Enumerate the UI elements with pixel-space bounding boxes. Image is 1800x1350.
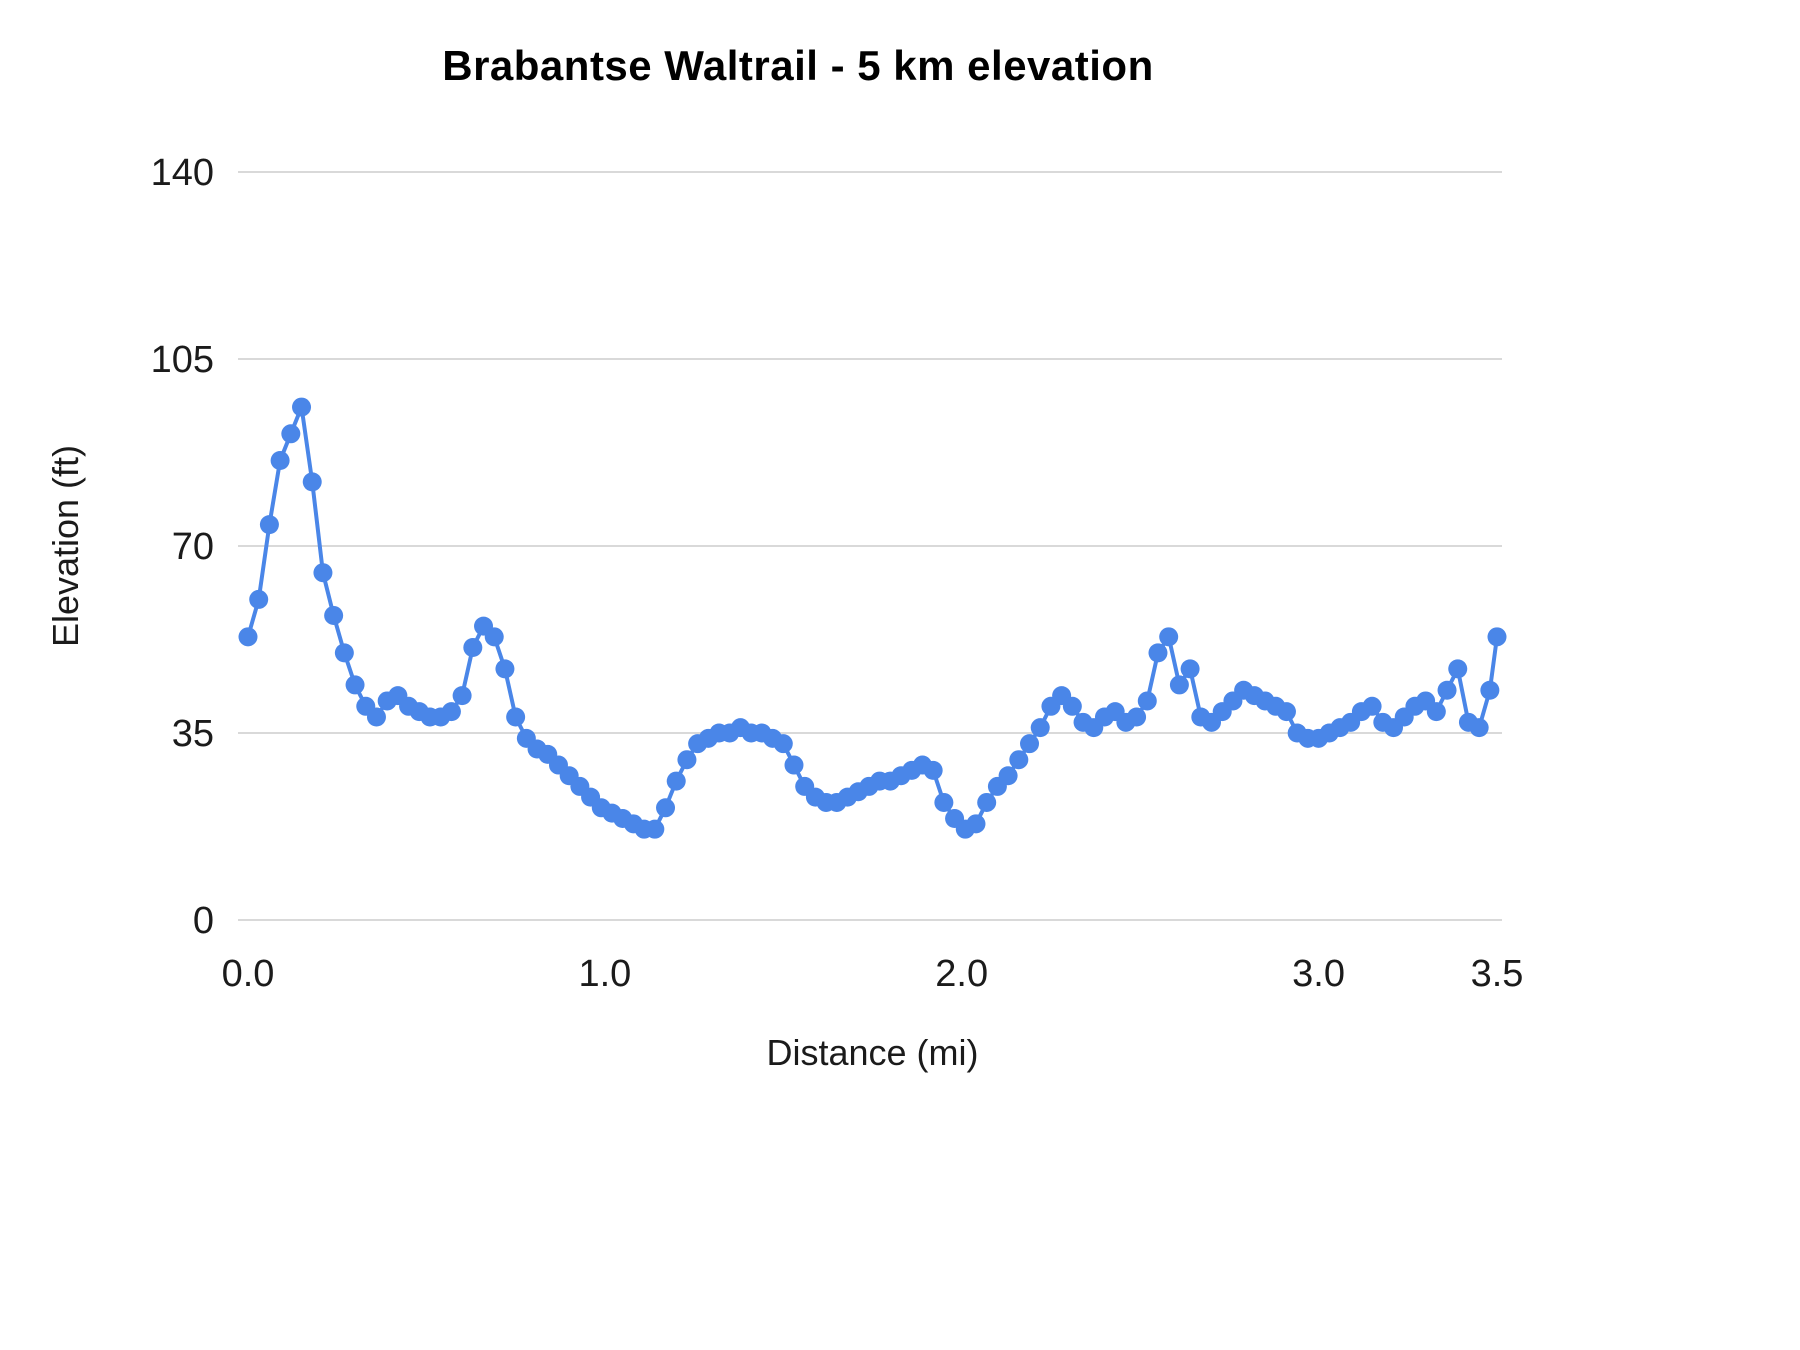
elevation-point	[1480, 680, 1500, 700]
elevation-point	[677, 750, 697, 770]
elevation-point	[495, 659, 515, 679]
x-tick-label: 2.0	[935, 953, 988, 995]
elevation-point	[1127, 707, 1147, 727]
elevation-point	[324, 605, 344, 625]
elevation-point	[484, 627, 504, 647]
y-tick-label: 105	[151, 339, 214, 381]
elevation-point	[1169, 675, 1189, 695]
elevation-point	[923, 760, 943, 780]
elevation-point	[1448, 659, 1468, 679]
x-tick-label: 0.0	[222, 953, 275, 995]
elevation-point	[1426, 702, 1446, 722]
elevation-point	[334, 643, 354, 663]
elevation-point	[1137, 691, 1157, 711]
elevation-point	[1009, 750, 1029, 770]
elevation-point	[784, 755, 804, 775]
elevation-point	[1030, 718, 1050, 738]
y-tick-label: 140	[151, 152, 214, 194]
elevation-point	[259, 515, 279, 535]
elevation-point	[656, 798, 676, 818]
elevation-line	[246, 405, 1499, 832]
elevation-point	[773, 734, 793, 754]
y-tick-label: 35	[172, 713, 214, 755]
y-tick-label: 70	[172, 526, 214, 568]
elevation-point	[463, 638, 483, 658]
x-tick-label: 3.0	[1292, 953, 1345, 995]
elevation-point	[966, 814, 986, 834]
elevation-point	[1159, 627, 1179, 647]
elevation-point	[1362, 696, 1382, 716]
elevation-point	[934, 792, 954, 812]
elevation-point	[249, 589, 269, 609]
elevation-point	[441, 702, 461, 722]
elevation-point	[292, 397, 312, 417]
elevation-point	[645, 819, 665, 839]
elevation-point	[1148, 643, 1168, 663]
elevation-point	[998, 766, 1018, 786]
elevation-point	[1276, 702, 1296, 722]
elevation-point	[366, 707, 386, 727]
elevation-point	[1437, 680, 1457, 700]
elevation-point	[506, 707, 526, 727]
elevation-point	[666, 771, 686, 791]
elevation-point	[302, 472, 322, 492]
elevation-point	[313, 563, 333, 583]
elevation-point	[977, 792, 997, 812]
chart-title: Brabantse Waltrail - 5 km elevation	[442, 42, 1154, 89]
x-axis-title: Distance (mi)	[766, 1032, 979, 1073]
elevation-point	[270, 451, 290, 471]
elevation-point	[1180, 659, 1200, 679]
y-axis-title: Elevation (ft)	[45, 444, 86, 648]
elevation-point	[238, 627, 258, 647]
x-tick-label: 1.0	[578, 953, 631, 995]
y-tick-label: 0	[193, 900, 214, 942]
elevation-point	[1487, 627, 1507, 647]
elevation-point	[345, 675, 365, 695]
elevation-point	[1062, 696, 1082, 716]
elevation-point	[1020, 734, 1040, 754]
elevation-point	[1469, 718, 1489, 738]
elevation-point	[452, 686, 472, 706]
x-tick-label: 3.5	[1471, 953, 1524, 995]
elevation-point	[281, 424, 301, 444]
